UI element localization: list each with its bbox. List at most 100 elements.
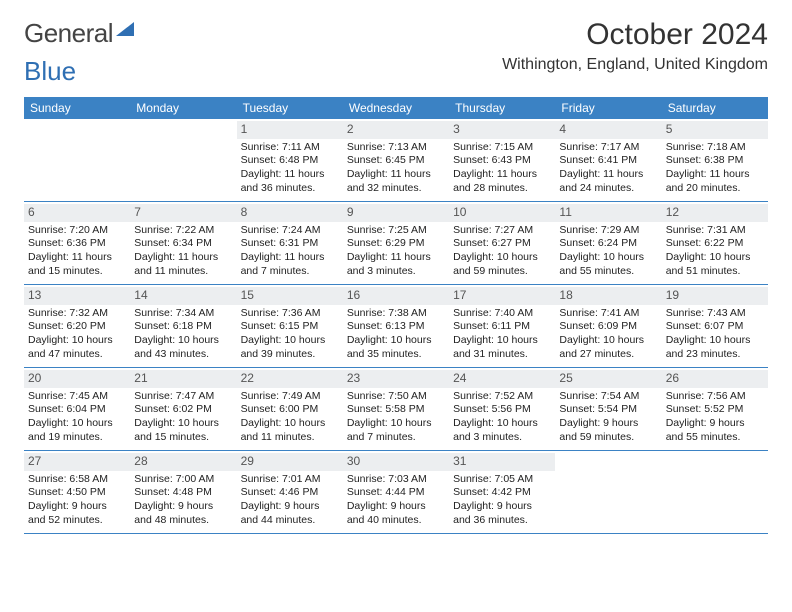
day-info: Sunrise: 7:43 AMSunset: 6:07 PMDaylight:… (666, 307, 764, 362)
day-number: 7 (130, 204, 236, 222)
day-info: Sunrise: 7:47 AMSunset: 6:02 PMDaylight:… (134, 390, 232, 445)
day-cell: 17 Sunrise: 7:40 AMSunset: 6:11 PMDayligh… (449, 285, 555, 367)
day-number: 8 (237, 204, 343, 222)
day-cell: 16Sunrise: 7:38 AMSunset: 6:13 PMDayligh… (343, 285, 449, 367)
day-info: Sunrise: 7:56 AMSunset: 5:52 PMDaylight:… (666, 390, 764, 445)
weekday-tuesday: Tuesday (237, 97, 343, 119)
week-row: 20 Sunrise: 7:45 AMSunset: 6:04 PMDayligh… (24, 368, 768, 451)
week-row: 6Sunrise: 7:20 AMSunset: 6:36 PMDaylight… (24, 202, 768, 285)
day-info: Sunrise: 7:17 AMSunset: 6:41 PMDaylight:… (559, 141, 657, 196)
day-number: 12 (662, 204, 768, 222)
day-cell: 1 Sunrise: 7:11 AMSunset: 6:48 PMDaylight… (237, 119, 343, 201)
day-cell-empty (130, 119, 236, 201)
weekday-sunday: Sunday (24, 97, 130, 119)
day-info: Sunrise: 7:27 AMSunset: 6:27 PMDaylight:… (453, 224, 551, 279)
weekday-wednesday: Wednesday (343, 97, 449, 119)
day-number: 26 (662, 370, 768, 388)
day-info: Sunrise: 7:13 AMSunset: 6:45 PMDaylight:… (347, 141, 445, 196)
logo: General (24, 18, 134, 49)
day-info: Sunrise: 7:03 AMSunset: 4:44 PMDaylight:… (347, 473, 445, 528)
day-number: 24 (449, 370, 555, 388)
day-number: 6 (24, 204, 130, 222)
weekday-saturday: Saturday (662, 97, 768, 119)
location: Withington, England, United Kingdom (502, 56, 768, 74)
day-cell: 8 Sunrise: 7:24 AMSunset: 6:31 PMDaylight… (237, 202, 343, 284)
week-row: 13Sunrise: 7:32 AMSunset: 6:20 PMDayligh… (24, 285, 768, 368)
day-cell: 14 Sunrise: 7:34 AMSunset: 6:18 PMDayligh… (130, 285, 236, 367)
day-number: 17 (449, 287, 555, 305)
day-info: Sunrise: 7:31 AMSunset: 6:22 PMDaylight:… (666, 224, 764, 279)
day-cell: 28 Sunrise: 7:00 AMSunset: 4:48 PMDayligh… (130, 451, 236, 533)
day-cell: 26 Sunrise: 7:56 AMSunset: 5:52 PMDayligh… (662, 368, 768, 450)
day-info: Sunrise: 7:36 AMSunset: 6:15 PMDaylight:… (241, 307, 339, 362)
day-number: 15 (237, 287, 343, 305)
day-cell: 6Sunrise: 7:20 AMSunset: 6:36 PMDaylight… (24, 202, 130, 284)
day-info: Sunrise: 7:49 AMSunset: 6:00 PMDaylight:… (241, 390, 339, 445)
day-number: 28 (130, 453, 236, 471)
logo-sail-icon (116, 22, 134, 36)
day-cell: 9Sunrise: 7:25 AMSunset: 6:29 PMDaylight… (343, 202, 449, 284)
day-cell: 22 Sunrise: 7:49 AMSunset: 6:00 PMDayligh… (237, 368, 343, 450)
day-info: Sunrise: 7:41 AMSunset: 6:09 PMDaylight:… (559, 307, 657, 362)
day-info: Sunrise: 7:01 AMSunset: 4:46 PMDaylight:… (241, 473, 339, 528)
day-info: Sunrise: 7:45 AMSunset: 6:04 PMDaylight:… (28, 390, 126, 445)
day-number: 3 (449, 121, 555, 139)
day-cell-empty (24, 119, 130, 201)
logo-right: Blue (24, 56, 76, 86)
day-cell: 30 Sunrise: 7:03 AMSunset: 4:44 PMDayligh… (343, 451, 449, 533)
day-cell: 2Sunrise: 7:13 AMSunset: 6:45 PMDaylight… (343, 119, 449, 201)
day-info: Sunrise: 7:34 AMSunset: 6:18 PMDaylight:… (134, 307, 232, 362)
day-cell: 24 Sunrise: 7:52 AMSunset: 5:56 PMDayligh… (449, 368, 555, 450)
day-info: Sunrise: 7:52 AMSunset: 5:56 PMDaylight:… (453, 390, 551, 445)
weeks-container: 1 Sunrise: 7:11 AMSunset: 6:48 PMDaylight… (24, 119, 768, 534)
day-number: 31 (449, 453, 555, 471)
day-number: 14 (130, 287, 236, 305)
day-info: Sunrise: 7:25 AMSunset: 6:29 PMDaylight:… (347, 224, 445, 279)
day-info: Sunrise: 7:05 AMSunset: 4:42 PMDaylight:… (453, 473, 551, 528)
day-info: Sunrise: 7:40 AMSunset: 6:11 PMDaylight:… (453, 307, 551, 362)
day-cell: 13Sunrise: 7:32 AMSunset: 6:20 PMDayligh… (24, 285, 130, 367)
day-cell: 29Sunrise: 7:01 AMSunset: 4:46 PMDayligh… (237, 451, 343, 533)
day-cell: 5 Sunrise: 7:18 AMSunset: 6:38 PMDaylight… (662, 119, 768, 201)
weekday-friday: Friday (555, 97, 661, 119)
day-cell: 3 Sunrise: 7:15 AMSunset: 6:43 PMDaylight… (449, 119, 555, 201)
day-number: 27 (24, 453, 130, 471)
day-number: 21 (130, 370, 236, 388)
day-cell: 7 Sunrise: 7:22 AMSunset: 6:34 PMDaylight… (130, 202, 236, 284)
day-number: 4 (555, 121, 661, 139)
day-number: 18 (555, 287, 661, 305)
day-info: Sunrise: 7:22 AMSunset: 6:34 PMDaylight:… (134, 224, 232, 279)
day-info: Sunrise: 6:58 AMSunset: 4:50 PMDaylight:… (28, 473, 126, 528)
day-cell-empty (555, 451, 661, 533)
day-info: Sunrise: 7:38 AMSunset: 6:13 PMDaylight:… (347, 307, 445, 362)
day-number: 30 (343, 453, 449, 471)
day-info: Sunrise: 7:15 AMSunset: 6:43 PMDaylight:… (453, 141, 551, 196)
day-cell: 27 Sunrise: 6:58 AMSunset: 4:50 PMDayligh… (24, 451, 130, 533)
day-number: 20 (24, 370, 130, 388)
weekday-row: SundayMondayTuesdayWednesdayThursdayFrid… (24, 97, 768, 119)
day-cell: 21 Sunrise: 7:47 AMSunset: 6:02 PMDayligh… (130, 368, 236, 450)
day-cell: 19 Sunrise: 7:43 AMSunset: 6:07 PMDayligh… (662, 285, 768, 367)
day-info: Sunrise: 7:50 AMSunset: 5:58 PMDaylight:… (347, 390, 445, 445)
weekday-thursday: Thursday (449, 97, 555, 119)
day-info: Sunrise: 7:29 AMSunset: 6:24 PMDaylight:… (559, 224, 657, 279)
logo-left: General (24, 18, 113, 49)
day-number: 19 (662, 287, 768, 305)
day-number: 22 (237, 370, 343, 388)
day-cell: 25Sunrise: 7:54 AMSunset: 5:54 PMDayligh… (555, 368, 661, 450)
day-number: 5 (662, 121, 768, 139)
day-number: 23 (343, 370, 449, 388)
day-cell: 11Sunrise: 7:29 AMSunset: 6:24 PMDayligh… (555, 202, 661, 284)
week-row: 1 Sunrise: 7:11 AMSunset: 6:48 PMDaylight… (24, 119, 768, 202)
day-cell: 10 Sunrise: 7:27 AMSunset: 6:27 PMDayligh… (449, 202, 555, 284)
day-cell-empty (662, 451, 768, 533)
day-info: Sunrise: 7:11 AMSunset: 6:48 PMDaylight:… (241, 141, 339, 196)
day-info: Sunrise: 7:00 AMSunset: 4:48 PMDaylight:… (134, 473, 232, 528)
day-info: Sunrise: 7:18 AMSunset: 6:38 PMDaylight:… (666, 141, 764, 196)
day-info: Sunrise: 7:24 AMSunset: 6:31 PMDaylight:… (241, 224, 339, 279)
title-block: October 2024 Withington, England, United… (502, 18, 768, 74)
day-number: 10 (449, 204, 555, 222)
day-cell: 23 Sunrise: 7:50 AMSunset: 5:58 PMDayligh… (343, 368, 449, 450)
day-number: 1 (237, 121, 343, 139)
calendar: SundayMondayTuesdayWednesdayThursdayFrid… (24, 97, 768, 534)
